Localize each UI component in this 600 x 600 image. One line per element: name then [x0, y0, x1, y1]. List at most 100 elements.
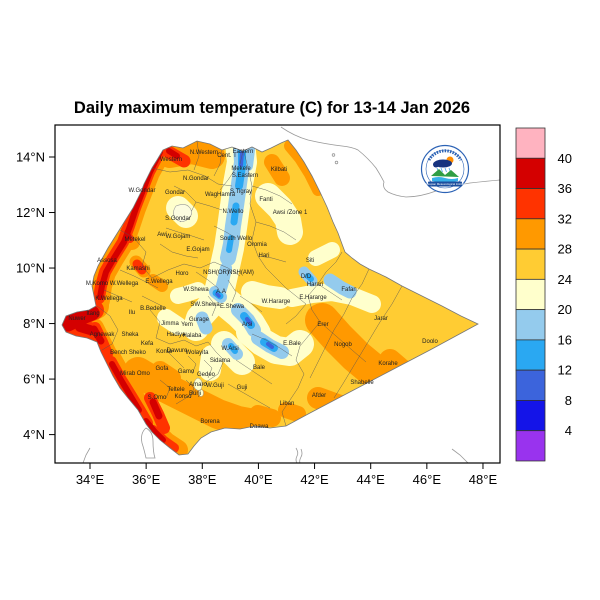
zone-label: Eastern — [233, 149, 254, 155]
y-tick-label: 4°N — [23, 427, 45, 442]
y-tick-label: 10°N — [16, 261, 45, 276]
legend-value: 12 — [558, 363, 572, 378]
legend-value: 4 — [565, 423, 572, 438]
zone-label: Shabelle — [350, 380, 374, 386]
zone-label: W.Gojam — [166, 234, 191, 240]
zone-label: W.Guji — [206, 383, 224, 389]
zone-label: Nuwer — [68, 316, 85, 322]
zone-label: Sidama — [210, 358, 231, 364]
lake-abaya — [193, 377, 203, 391]
zone-label: Western — [160, 157, 182, 163]
zone-label: Erer — [317, 322, 328, 328]
zone-label: W.Gondar — [128, 188, 155, 194]
legend-swatch — [515, 278, 546, 311]
meteorological-institute-logo: Ethiopian Meteorological Institute — [420, 144, 470, 194]
zone-label: Oromia — [247, 242, 267, 248]
legend-swatch — [515, 127, 546, 159]
legend-swatch — [515, 218, 546, 250]
zone-label: W.Arsi — [221, 346, 238, 352]
zone-label: Assosa — [97, 258, 117, 264]
y-axis: 14°N 12°N 10°N 8°N 6°N 4°N — [16, 150, 55, 442]
border-line-se — [451, 448, 469, 464]
zone-label: Jarar — [374, 316, 388, 322]
zone-label: E.Hararge — [299, 295, 327, 301]
x-tick-label: 48°E — [469, 472, 498, 487]
y-tick-label: 6°N — [23, 372, 45, 387]
zone-label: Borena — [200, 419, 220, 425]
legend-swatch — [515, 248, 546, 280]
legend-value: 20 — [558, 302, 572, 317]
zone-boundaries — [96, 140, 403, 427]
zone-label: N.Gondar — [183, 176, 209, 182]
zone-label: Doolo — [422, 339, 438, 345]
x-tick-label: 42°E — [300, 472, 329, 487]
zone-label: Daawa — [250, 424, 269, 430]
zone-label: Bench Sheko — [110, 350, 146, 356]
zone-label: Kilbati — [271, 167, 287, 173]
zone-label: Teltele — [167, 387, 185, 393]
zone-label: W.Shewa — [183, 287, 209, 293]
zone-label: Arsi — [242, 322, 252, 328]
zone-label: Siti — [306, 258, 314, 264]
lake-turkana-outline — [141, 427, 156, 459]
legend-swatch — [515, 157, 546, 189]
logo-cloud-icon — [433, 161, 439, 168]
zone-label: Sheka — [121, 332, 139, 338]
legend-value: 32 — [558, 211, 572, 226]
legend-value: 36 — [558, 181, 572, 196]
zone-label: S.Omo — [148, 395, 167, 401]
y-tick-label: 14°N — [16, 150, 45, 165]
zone-label: M.Komo — [86, 281, 109, 287]
legend-swatch — [515, 309, 546, 341]
logo-amharic-arc-text — [427, 149, 463, 161]
zone-label: Liban — [280, 401, 295, 407]
zone-label: Konta — [156, 349, 172, 355]
legend-swatch — [515, 400, 546, 432]
zone-label: Korahe — [378, 361, 398, 367]
x-tick-label: 46°E — [413, 472, 442, 487]
lake-chamo — [198, 389, 204, 397]
zone-label: Gondar — [165, 190, 185, 196]
color-legend: 40 36 32 28 24 20 16 12 8 4 — [515, 127, 572, 462]
zone-label: Awsi /Zone 1 — [273, 210, 308, 216]
legend-swatch — [515, 339, 546, 371]
zone-label: S.Tigray — [230, 189, 252, 195]
zone-label: South Wello — [220, 236, 253, 242]
zone-label: Itang — [86, 311, 99, 317]
zone-label: Wolayita — [186, 350, 210, 356]
zone-label: Agnewak — [90, 332, 116, 338]
legend-swatch — [515, 188, 546, 220]
zone-label: Metekel — [124, 237, 145, 243]
zone-label: Halaba — [182, 333, 202, 339]
zone-label: Nogob — [334, 342, 352, 348]
zone-label: W.Wellega — [110, 281, 139, 287]
y-tick-label: 12°N — [16, 205, 45, 220]
zone-label: W.Hararge — [262, 299, 291, 305]
logo-banner-text: Ethiopian Meteorological Institute — [424, 182, 466, 186]
zone-label: K.Wellega — [95, 296, 123, 302]
zone-label: NSH(AM) — [228, 270, 254, 276]
zone-label: E.Shewa — [220, 304, 245, 310]
island-dot — [334, 160, 339, 165]
zone-label: Gamo — [178, 369, 195, 375]
zone-label: Gurage — [189, 317, 210, 323]
border-line-sw — [82, 447, 91, 464]
zone-label: Awi — [157, 232, 167, 238]
legend-value: 16 — [558, 332, 572, 347]
zone-label: N.Wello — [223, 209, 245, 215]
zone-label: A.A — [216, 289, 226, 295]
zone-label: Fafan — [341, 287, 356, 293]
zone-label: E.Gojam — [186, 247, 209, 253]
zone-label: Bale — [253, 365, 266, 371]
river-line — [299, 448, 303, 464]
zone-label: Mirab Omo — [120, 371, 150, 377]
zone-label: NSH(OR) — [203, 270, 229, 276]
zone-label: Jimma — [161, 321, 179, 327]
zone-label: S.Eastern — [232, 173, 258, 179]
x-axis: 34°E 36°E 38°E 40°E 42°E 44°E 46°E 48°E — [76, 463, 498, 487]
x-tick-label: 38°E — [188, 472, 217, 487]
zone-label: Gedeo — [197, 372, 216, 378]
zone-label: Yem — [181, 322, 193, 328]
river-line — [295, 447, 299, 464]
zone-label: Horo — [175, 271, 189, 277]
